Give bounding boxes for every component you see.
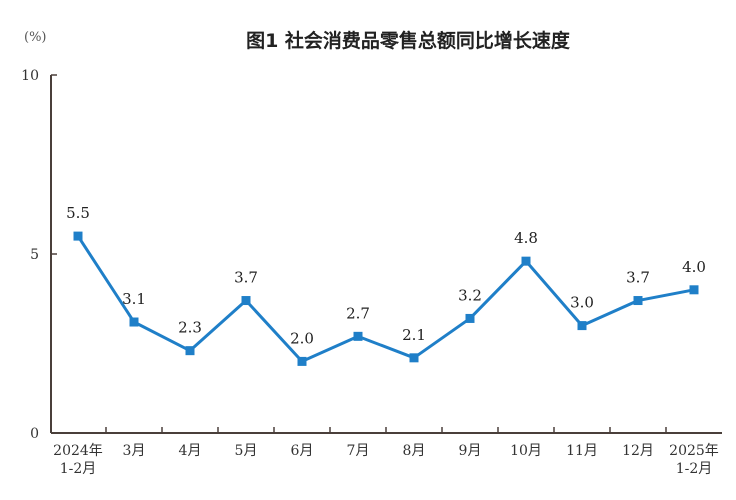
- x-tick-label-line: 2025年: [669, 443, 719, 459]
- x-tick-label: 7月: [347, 443, 370, 459]
- data-label: 3.7: [626, 269, 650, 287]
- data-label: 3.1: [122, 290, 146, 308]
- x-tick-label-line: 6月: [291, 443, 314, 459]
- x-tick-label: 8月: [403, 443, 426, 459]
- data-point: [409, 353, 419, 363]
- x-tick-label-line: 9月: [459, 443, 482, 459]
- data-point: [297, 356, 307, 366]
- data-point: [73, 231, 83, 241]
- data-point: [689, 285, 699, 295]
- x-tick-label-line: 12月: [622, 443, 654, 459]
- x-tick-label: 4月: [179, 443, 202, 459]
- x-tick-label-line: 8月: [403, 443, 426, 459]
- x-tick-label-line: 7月: [347, 443, 370, 459]
- data-label: 2.7: [346, 304, 370, 322]
- x-tick-label: 11月: [566, 443, 598, 459]
- data-point: [633, 296, 643, 306]
- x-tick-label: 12月: [622, 443, 654, 459]
- data-label: 2.3: [178, 319, 202, 337]
- data-label: 3.2: [458, 286, 482, 304]
- data-point: [129, 317, 139, 327]
- x-tick-label: 2024年 1-2月: [53, 443, 103, 477]
- data-point: [577, 321, 587, 331]
- y-tick-label: 10: [21, 68, 39, 84]
- x-tick-label-line: 5月: [235, 443, 258, 459]
- data-label: 3.7: [234, 269, 258, 287]
- x-tick-label: 6月: [291, 443, 314, 459]
- x-tick-label-line: 3月: [123, 443, 146, 459]
- x-tick-label: 2025年 1-2月: [669, 443, 719, 477]
- chart-title: 图1 社会消费品零售总额同比增长速度: [246, 30, 570, 52]
- y-axis-unit: (%): [24, 30, 47, 45]
- data-point: [353, 331, 363, 341]
- data-label: 2.0: [290, 329, 314, 347]
- y-tick-label: 5: [30, 247, 39, 263]
- x-tick-label: 10月: [510, 443, 542, 459]
- y-tick-label: 0: [30, 426, 39, 442]
- x-tick-label: 3月: [123, 443, 146, 459]
- data-point: [185, 346, 195, 356]
- data-point: [465, 313, 475, 323]
- x-tick-label-line: 1-2月: [676, 461, 713, 477]
- x-tick-label-line: 10月: [510, 443, 542, 459]
- x-tick-label: 9月: [459, 443, 482, 459]
- data-label: 5.5: [66, 204, 90, 222]
- data-label: 3.0: [570, 294, 594, 312]
- x-tick-label-line: 2024年: [53, 443, 103, 459]
- data-point: [521, 256, 531, 266]
- x-tick-label: 5月: [235, 443, 258, 459]
- data-point: [241, 296, 251, 306]
- data-label: 4.8: [514, 229, 538, 247]
- series-line: [76, 235, 695, 363]
- x-tick-label-line: 11月: [566, 443, 598, 459]
- x-tick-label-line: 1-2月: [60, 461, 97, 477]
- data-label: 2.1: [402, 326, 426, 344]
- x-tick-label-line: 4月: [179, 443, 202, 459]
- data-label: 4.0: [682, 258, 706, 276]
